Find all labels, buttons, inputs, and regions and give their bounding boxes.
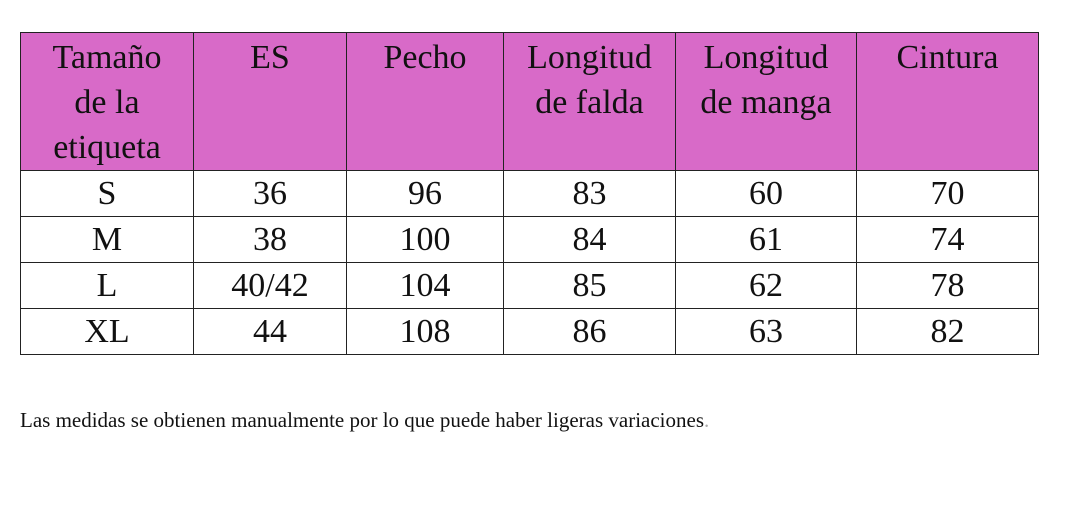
table-cell: 62 xyxy=(675,262,857,309)
table-cell: M xyxy=(20,216,194,263)
table-cell: 60 xyxy=(675,170,857,217)
size-table: Tamaño de la etiqueta ES Pecho Longitud de … xyxy=(20,32,1039,355)
table-cell: 85 xyxy=(503,262,676,309)
table-cell: 74 xyxy=(856,216,1039,263)
footnote-period: . xyxy=(704,408,710,432)
table-cell: 40/42 xyxy=(193,262,347,309)
table-cell: 83 xyxy=(503,170,676,217)
table-cell: 100 xyxy=(346,216,504,263)
table-cell: 61 xyxy=(675,216,857,263)
table-cell: 44 xyxy=(193,308,347,355)
table-cell: L xyxy=(20,262,194,309)
column-header: Pecho xyxy=(346,32,504,171)
table-row: S 36 96 83 60 70 xyxy=(20,170,1039,217)
table-row: M 38 100 84 61 74 xyxy=(20,216,1039,263)
table-cell: S xyxy=(20,170,194,217)
table-row: XL 44 108 86 63 82 xyxy=(20,308,1039,355)
column-header: ES xyxy=(193,32,347,171)
column-header: Cintura xyxy=(856,32,1039,171)
table-cell: 78 xyxy=(856,262,1039,309)
table-cell: 84 xyxy=(503,216,676,263)
table-row: L 40/42 104 85 62 78 xyxy=(20,262,1039,309)
header-row: Tamaño de la etiqueta ES Pecho Longitud de … xyxy=(20,32,1039,171)
table-cell: 82 xyxy=(856,308,1039,355)
column-header: Longitud de manga xyxy=(675,32,857,171)
table-cell: 70 xyxy=(856,170,1039,217)
table-cell: 63 xyxy=(675,308,857,355)
table-cell: 86 xyxy=(503,308,676,355)
table-cell: 36 xyxy=(193,170,347,217)
table-cell: 38 xyxy=(193,216,347,263)
table-cell: XL xyxy=(20,308,194,355)
column-header: Longitud de falda xyxy=(503,32,676,171)
table-cell: 108 xyxy=(346,308,504,355)
footnote: Las medidas se obtienen manualmente por … xyxy=(20,408,709,433)
table-cell: 104 xyxy=(346,262,504,309)
column-header: Tamaño de la etiqueta xyxy=(20,32,194,171)
footnote-text: Las medidas se obtienen manualmente por … xyxy=(20,408,704,432)
table-cell: 96 xyxy=(346,170,504,217)
